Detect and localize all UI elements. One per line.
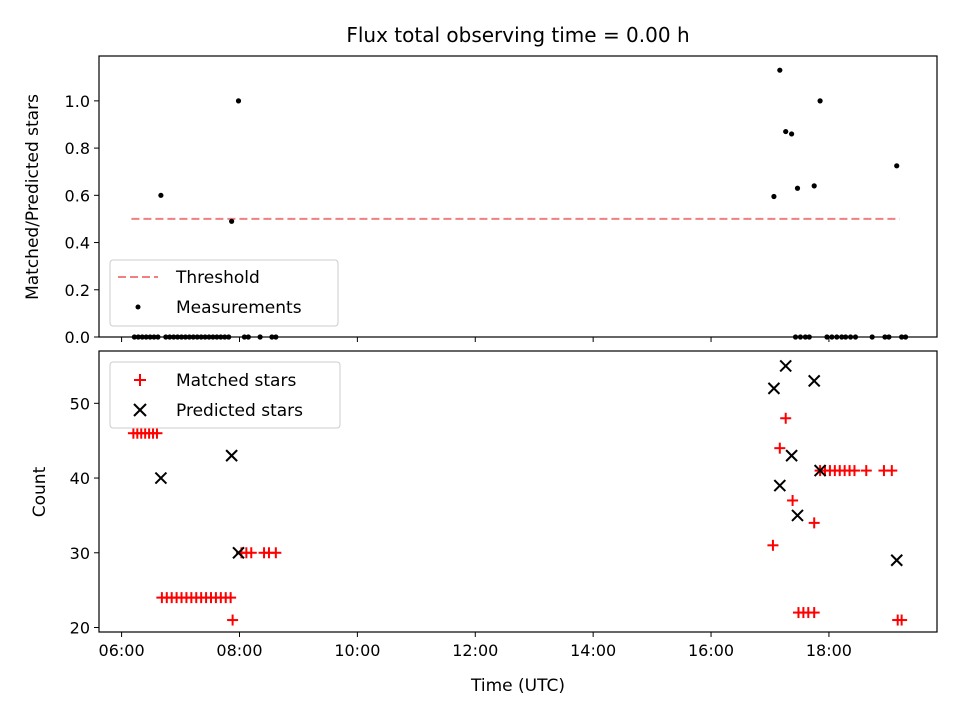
measurement-point [811, 183, 817, 189]
matched-star-point [848, 465, 860, 477]
matched-star-point [774, 442, 786, 454]
bottom-y-ticks: 20 30 40 50 [70, 394, 99, 638]
matched-star-point [227, 614, 239, 626]
bottom-x-ticks: 06:00 08:00 10:00 12:00 14:00 16:00 18:00 [99, 632, 852, 660]
matched-star-point [245, 547, 257, 559]
x-tick-label: 10:00 [334, 641, 380, 660]
predicted-star-point [767, 382, 781, 395]
matched-star-point [896, 614, 908, 626]
x-tick-label: 08:00 [216, 641, 262, 660]
x-tick-label: 06:00 [99, 641, 145, 660]
measurement-point [894, 163, 900, 169]
predicted-star-point [785, 449, 798, 462]
y-tick-label: 0.6 [65, 186, 90, 205]
x-tick-label: 18:00 [806, 641, 852, 660]
measurement-point [235, 98, 242, 104]
predicted-star-point [773, 479, 787, 492]
matched-star-point [767, 539, 779, 551]
y-tick-label: 0.2 [65, 281, 90, 300]
measurement-point [789, 131, 795, 137]
predicted-star-point [232, 546, 245, 559]
y-tick-label: 0.0 [65, 328, 90, 347]
measurement-point [794, 185, 801, 191]
predicted-star-point [791, 509, 804, 522]
bottom-legend: Matched stars Predicted stars [109, 361, 341, 429]
predicted-star-point [779, 359, 792, 373]
measurement-point [771, 193, 777, 200]
measurement-point [777, 67, 783, 73]
top-panel: 0.0 0.2 0.4 0.6 0.8 1.0 Matched/Predicted sta… [23, 55, 938, 347]
top-axes-frame [98, 55, 938, 338]
bottom-y-axis-label: Count [30, 466, 50, 517]
matched-star-point [787, 494, 799, 506]
legend-predicted-swatch [133, 403, 147, 417]
predicted-star-point [890, 554, 903, 567]
y-tick-label: 30 [70, 544, 90, 563]
legend-measurements-swatch [135, 304, 141, 310]
predicted-star-point [225, 449, 238, 462]
measurement-point [783, 128, 789, 135]
top-y-ticks: 0.0 0.2 0.4 0.6 0.8 1.0 [65, 92, 99, 347]
legend-matched-swatch [134, 374, 146, 386]
matched-star-point [270, 547, 282, 559]
matched-star-point [808, 607, 820, 619]
y-tick-label: 50 [70, 394, 90, 413]
top-x-ticks [121, 337, 830, 342]
x-tick-label: 12:00 [452, 641, 498, 660]
matched-star-point [151, 427, 163, 439]
top-marks [131, 67, 909, 340]
top-legend: Threshold Measurements [109, 259, 339, 327]
measurement-point [229, 218, 235, 224]
y-tick-label: 0.8 [65, 139, 90, 158]
y-tick-label: 40 [70, 469, 90, 488]
measurement-point [158, 192, 164, 198]
predicted-star-point [807, 374, 821, 388]
top-legend-frame [109, 259, 339, 327]
legend-predicted-label: Predicted stars [176, 401, 303, 421]
x-tick-label: 16:00 [688, 641, 734, 660]
y-tick-label: 0.4 [65, 234, 90, 253]
y-tick-label: 20 [70, 619, 90, 638]
bottom-marks [127, 359, 908, 626]
matched-star-point [886, 465, 898, 477]
matched-star-point [780, 412, 792, 424]
bottom-panel: 20 30 40 50 06:00 08:00 10:00 12:00 14:00 16:00 1… [30, 350, 938, 696]
measurement-point [817, 98, 823, 104]
y-tick-label: 1.0 [65, 92, 90, 111]
matched-star-point [225, 592, 237, 604]
bottom-legend-frame [109, 361, 341, 429]
legend-threshold-label: Threshold [175, 268, 260, 288]
legend-matched-label: Matched stars [176, 371, 296, 391]
top-y-axis-label: Matched/Predicted stars [23, 94, 43, 300]
x-tick-label: 14:00 [570, 641, 616, 660]
x-axis-label: Time (UTC) [470, 676, 565, 696]
predicted-star-point [813, 464, 827, 477]
legend-measurements-label: Measurements [176, 298, 302, 318]
predicted-star-point [154, 471, 168, 485]
bottom-axes-frame [98, 350, 938, 633]
matched-star-point [860, 465, 872, 477]
matched-star-point [808, 517, 820, 529]
chart-title: Flux total observing time = 0.00 h [346, 23, 689, 47]
